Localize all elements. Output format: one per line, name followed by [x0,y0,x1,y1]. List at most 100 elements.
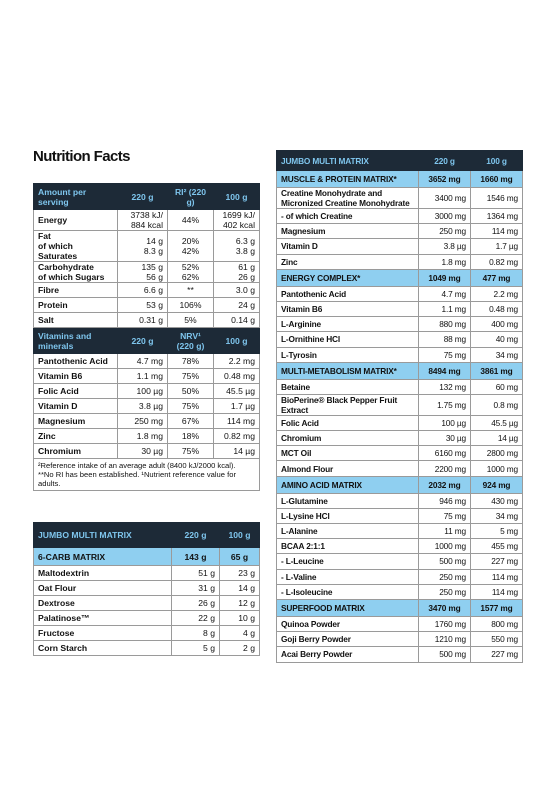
cell-value: 2800 mg [470,445,523,462]
row-label: BCAA 2:1:1 [276,538,419,555]
table-row: Vitamin B6 1.1 mg 75% 0.48 mg [33,368,260,384]
cell-value: 10 g [219,610,260,626]
cell-value: 1000 mg [418,538,471,555]
table-row: - L-Leucine 500 mg 227 mg [276,553,523,570]
row-label: Carbohydrate of which Sugars [33,261,118,283]
table-row: JUMBO MULTI MATRIX 220 g 100 g [276,150,523,171]
cell-value: 26 g [171,595,220,611]
cell-value: 30 µg [418,430,471,447]
cell-value: 800 mg [470,615,523,633]
row-label: Palatinose™ [33,610,172,626]
row-label: L-Glutamine [276,492,419,509]
table-row: Vitamin D 3.8 µg 75% 1.7 µg [33,398,260,414]
table-row: L-Glutamine 946 mg 430 mg [276,492,523,509]
row-label: Dextrose [33,595,172,611]
cell-value: 6.3 g 3.8 g [213,230,260,262]
cell-value: 4 g [219,625,260,641]
cell-value: 5 g [171,640,220,656]
cell-value: 4.7 mg [117,353,168,369]
cell-value: 135 g 56 g [117,261,168,283]
row-label: JUMBO MULTI MATRIX [33,522,172,548]
cell-value: 924 mg [470,475,523,494]
footnote: ²Reference intake of an average adult (8… [33,458,260,491]
table-row: Vitamin B6 1.1 mg 0.48 mg [276,300,523,318]
cell-value: 51 g [171,565,220,581]
table-row: 6-CARB MATRIX 143 g 65 g [33,547,260,566]
cell-value: 3.8 µg [418,238,471,255]
row-label: L-Lysine HCl [276,507,419,525]
row-label: Maltodextrin [33,565,172,581]
cell-value: 2.2 mg [213,353,260,369]
cell-value: 5% [167,312,214,328]
cell-value: 52% 62% [167,261,214,283]
table-row: Quinoa Powder 1760 mg 800 mg [276,615,523,633]
table-row: Goji Berry Powder 1210 mg 550 mg [276,631,523,648]
cell-value: 1760 mg [418,615,471,633]
row-label: ENERGY COMPLEX* [276,268,419,287]
row-label: L-Alanine [276,522,419,540]
cell-value: 1660 mg [470,170,523,188]
cell-value: 1.8 mg [117,428,168,444]
cell-value: 22 g [171,610,220,626]
cell-value: 0.82 mg [470,253,523,270]
cell-value: 0.31 g [117,312,168,328]
cell-value: 78% [167,353,214,369]
cell-value: 1.75 mg [418,393,471,416]
cell-value: 23 g [219,565,260,581]
cell-value: 6.6 g [117,282,168,298]
row-label: Zinc [276,253,419,270]
cell-value: 400 mg [470,316,523,333]
table-row: Pantothenic Acid 4.7 mg 2.2 mg [276,285,523,302]
row-label: Vitamin D [33,398,118,414]
cell-value: 24 g [213,297,260,313]
table-row: Betaine 132 mg 60 mg [276,378,523,395]
table-row: Folic Acid 100 µg 45.5 µg [276,414,523,432]
cell-value: 45.5 µg [470,414,523,432]
cell-value: 45.5 µg [213,383,260,399]
cell-value: 100 g [470,150,523,171]
table-row: L-Tyrosin 75 mg 34 mg [276,346,523,363]
row-label: Magnesium [33,413,118,429]
cell-value: 44% [167,209,214,231]
cell-value: 1049 mg [418,268,471,287]
table-row: Salt 0.31 g 5% 0.14 g [33,312,260,328]
cell-value: 430 mg [470,492,523,509]
table-row: BCAA 2:1:1 1000 mg 455 mg [276,538,523,555]
cell-value: 1364 mg [470,207,523,225]
row-label: SUPERFOOD MATRIX [276,598,419,617]
cell-value: 2032 mg [418,475,471,494]
row-label: MUSCLE & PROTEIN MATRIX* [276,170,419,188]
cell-value: 477 mg [470,268,523,287]
row-label: 6-CARB MATRIX [33,547,172,566]
cell-value: 550 mg [470,631,523,648]
cell-value: 75% [167,398,214,414]
cell-value: 220 g [117,183,168,210]
cell-value: 106% [167,297,214,313]
table-row: - L-Valine 250 mg 114 mg [276,568,523,585]
table-row: Carbohydrate of which Sugars 135 g 56 g 52… [33,261,260,283]
cell-value: 455 mg [470,538,523,555]
table-row: Vitamin D 3.8 µg 1.7 µg [276,238,523,255]
row-label: Magnesium [276,223,419,240]
cell-value: 4.7 mg [418,285,471,302]
table-row: AMINO ACID MATRIX 2032 mg 924 mg [276,475,523,494]
table-row: - of which Creatine 3000 mg 1364 mg [276,207,523,225]
table-row: Acai Berry Powder 500 mg 227 mg [276,646,523,663]
row-label: Acai Berry Powder [276,646,419,663]
cell-value: 3470 mg [418,598,471,617]
cell-value: 61 g 26 g [213,261,260,283]
cell-value: ** [167,282,214,298]
cell-value: 2 g [219,640,260,656]
row-label: Fibre [33,282,118,298]
cell-value: 11 mg [418,522,471,540]
cell-value: 14 g [219,580,260,596]
cell-value: 31 g [171,580,220,596]
table-row: MUSCLE & PROTEIN MATRIX* 3652 mg 1660 mg [276,170,523,188]
table-row: MULTI-METABOLISM MATRIX* 8494 mg 3861 mg [276,361,523,380]
cell-value: 67% [167,413,214,429]
row-label: L-Ornithine HCl [276,331,419,348]
row-label: Energy [33,209,118,231]
